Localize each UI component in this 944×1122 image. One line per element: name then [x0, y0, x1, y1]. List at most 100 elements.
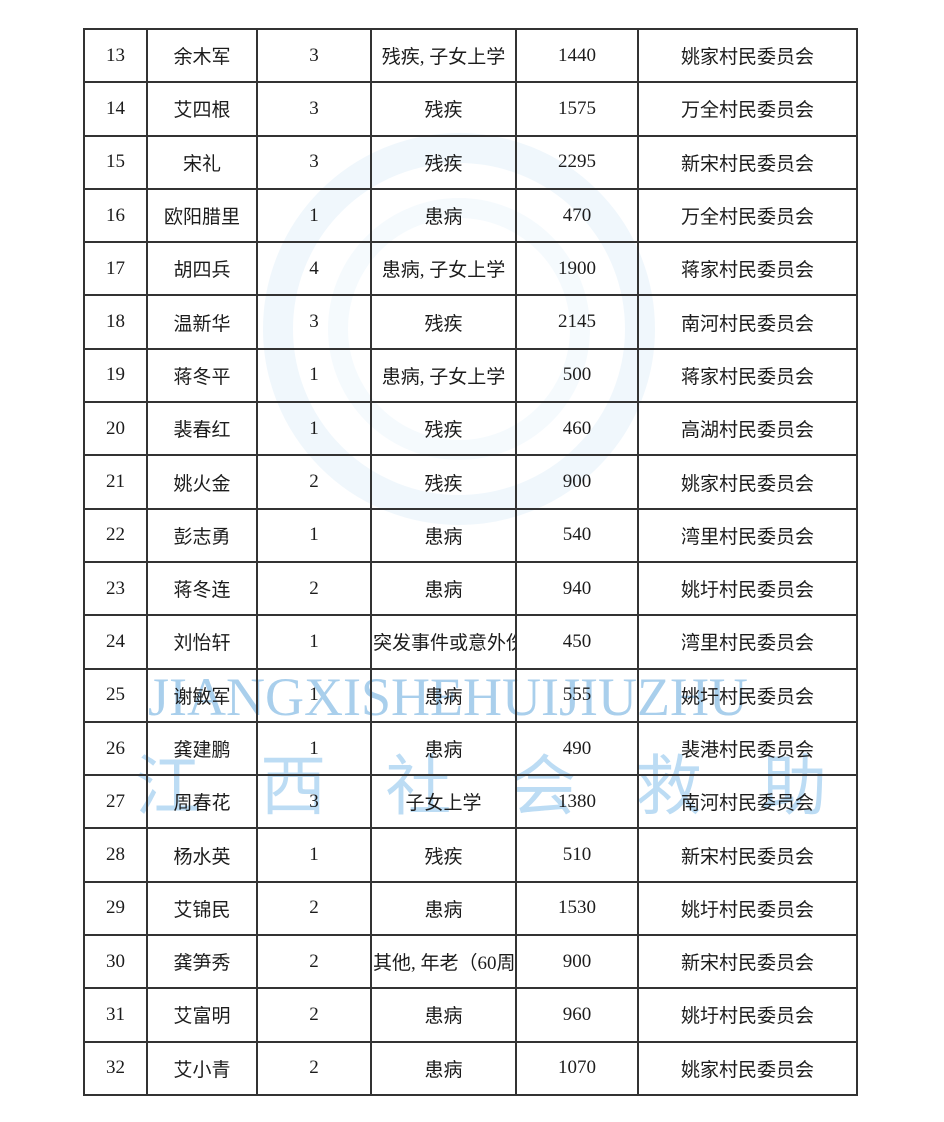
cell-village: 蒋家村民委员会 — [637, 347, 858, 404]
cell-row-number: 17 — [83, 241, 148, 297]
cell-name: 艾四根 — [146, 81, 258, 137]
cell-amount: 1440 — [515, 27, 639, 84]
cell-amount: 1380 — [515, 774, 639, 830]
cell-count: 2 — [256, 880, 372, 937]
cell-name: 蒋冬平 — [146, 347, 258, 404]
cell-name: 龚建鹏 — [146, 720, 258, 777]
cell-amount: 460 — [515, 401, 639, 457]
table-row: 31 艾富明 2 患病 960 姚圩村民委员会 — [83, 987, 858, 1043]
cell-amount: 1070 — [515, 1040, 639, 1096]
cell-reason: 患病 — [370, 720, 517, 777]
cell-village: 新宋村民委员会 — [637, 827, 858, 883]
cell-row-number: 21 — [83, 454, 148, 510]
cell-reason: 患病 — [370, 987, 517, 1043]
cell-village: 新宋村民委员会 — [637, 934, 858, 990]
cell-row-number: 19 — [83, 347, 148, 404]
cell-amount: 1530 — [515, 880, 639, 937]
cell-count: 2 — [256, 934, 372, 990]
cell-reason: 残疾, 子女上学 — [370, 27, 517, 84]
cell-count: 3 — [256, 81, 372, 137]
cell-count: 1 — [256, 347, 372, 404]
cell-name: 谢敏军 — [146, 667, 258, 723]
cell-name: 姚火金 — [146, 454, 258, 510]
cell-reason: 患病, 子女上学 — [370, 241, 517, 297]
cell-count: 1 — [256, 614, 372, 670]
cell-row-number: 13 — [83, 27, 148, 84]
cell-amount: 470 — [515, 187, 639, 244]
cell-reason: 患病 — [370, 187, 517, 244]
table-row: 20 裴春红 1 残疾 460 高湖村民委员会 — [83, 401, 858, 457]
cell-name: 宋礼 — [146, 134, 258, 190]
cell-reason: 患病 — [370, 880, 517, 937]
cell-row-number: 18 — [83, 294, 148, 350]
cell-reason: 患病 — [370, 507, 517, 563]
cell-name: 裴春红 — [146, 401, 258, 457]
cell-count: 2 — [256, 1040, 372, 1096]
cell-count: 1 — [256, 507, 372, 563]
table-row: 32 艾小青 2 患病 1070 姚家村民委员会 — [83, 1040, 858, 1096]
cell-amount: 490 — [515, 720, 639, 777]
cell-amount: 940 — [515, 560, 639, 617]
cell-count: 3 — [256, 294, 372, 350]
cell-name: 欧阳腊里 — [146, 187, 258, 244]
cell-name: 刘怡轩 — [146, 614, 258, 670]
cell-amount: 2295 — [515, 134, 639, 190]
table-row: 23 蒋冬连 2 患病 940 姚圩村民委员会 — [83, 560, 858, 617]
cell-amount: 450 — [515, 614, 639, 670]
cell-reason: 其他, 年老（60周 — [370, 934, 517, 990]
table-row: 24 刘怡轩 1 突发事件或意外伤 450 湾里村民委员会 — [83, 614, 858, 670]
cell-name: 杨水英 — [146, 827, 258, 883]
table-row: 17 胡四兵 4 患病, 子女上学 1900 蒋家村民委员会 — [83, 241, 858, 297]
cell-reason: 残疾 — [370, 134, 517, 190]
cell-row-number: 14 — [83, 81, 148, 137]
cell-village: 湾里村民委员会 — [637, 614, 858, 670]
cell-amount: 2145 — [515, 294, 639, 350]
cell-row-number: 22 — [83, 507, 148, 563]
table-row: 27 周春花 3 子女上学 1380 南河村民委员会 — [83, 774, 858, 830]
cell-amount: 900 — [515, 454, 639, 510]
cell-count: 2 — [256, 987, 372, 1043]
cell-village: 新宋村民委员会 — [637, 134, 858, 190]
cell-name: 胡四兵 — [146, 241, 258, 297]
cell-count: 2 — [256, 560, 372, 617]
cell-row-number: 28 — [83, 827, 148, 883]
cell-name: 龚笋秀 — [146, 934, 258, 990]
table-row: 16 欧阳腊里 1 患病 470 万全村民委员会 — [83, 187, 858, 244]
table-row: 14 艾四根 3 残疾 1575 万全村民委员会 — [83, 81, 858, 137]
cell-name: 艾小青 — [146, 1040, 258, 1096]
cell-row-number: 23 — [83, 560, 148, 617]
cell-row-number: 30 — [83, 934, 148, 990]
cell-reason: 患病 — [370, 1040, 517, 1096]
cell-village: 姚圩村民委员会 — [637, 560, 858, 617]
cell-village: 姚圩村民委员会 — [637, 667, 858, 723]
cell-count: 2 — [256, 454, 372, 510]
cell-amount: 960 — [515, 987, 639, 1043]
table-row: 15 宋礼 3 残疾 2295 新宋村民委员会 — [83, 134, 858, 190]
table-row: 18 温新华 3 残疾 2145 南河村民委员会 — [83, 294, 858, 350]
cell-row-number: 20 — [83, 401, 148, 457]
cell-row-number: 16 — [83, 187, 148, 244]
table-row: 19 蒋冬平 1 患病, 子女上学 500 蒋家村民委员会 — [83, 347, 858, 404]
table-row: 22 彭志勇 1 患病 540 湾里村民委员会 — [83, 507, 858, 563]
cell-village: 南河村民委员会 — [637, 294, 858, 350]
social-aid-table: 13 余木军 3 残疾, 子女上学 1440 姚家村民委员会 14 艾四根 3 … — [83, 27, 858, 1096]
cell-amount: 500 — [515, 347, 639, 404]
table-row: 26 龚建鹏 1 患病 490 裴港村民委员会 — [83, 720, 858, 777]
table-body: 13 余木军 3 残疾, 子女上学 1440 姚家村民委员会 14 艾四根 3 … — [83, 27, 858, 1096]
cell-name: 艾富明 — [146, 987, 258, 1043]
cell-row-number: 31 — [83, 987, 148, 1043]
cell-row-number: 24 — [83, 614, 148, 670]
cell-name: 余木军 — [146, 27, 258, 84]
cell-name: 温新华 — [146, 294, 258, 350]
cell-count: 3 — [256, 774, 372, 830]
cell-row-number: 27 — [83, 774, 148, 830]
cell-reason: 患病 — [370, 667, 517, 723]
cell-amount: 900 — [515, 934, 639, 990]
cell-reason: 患病, 子女上学 — [370, 347, 517, 404]
table-row: 30 龚笋秀 2 其他, 年老（60周 900 新宋村民委员会 — [83, 934, 858, 990]
cell-reason: 残疾 — [370, 294, 517, 350]
cell-village: 姚圩村民委员会 — [637, 987, 858, 1043]
table-row: 21 姚火金 2 残疾 900 姚家村民委员会 — [83, 454, 858, 510]
cell-name: 彭志勇 — [146, 507, 258, 563]
